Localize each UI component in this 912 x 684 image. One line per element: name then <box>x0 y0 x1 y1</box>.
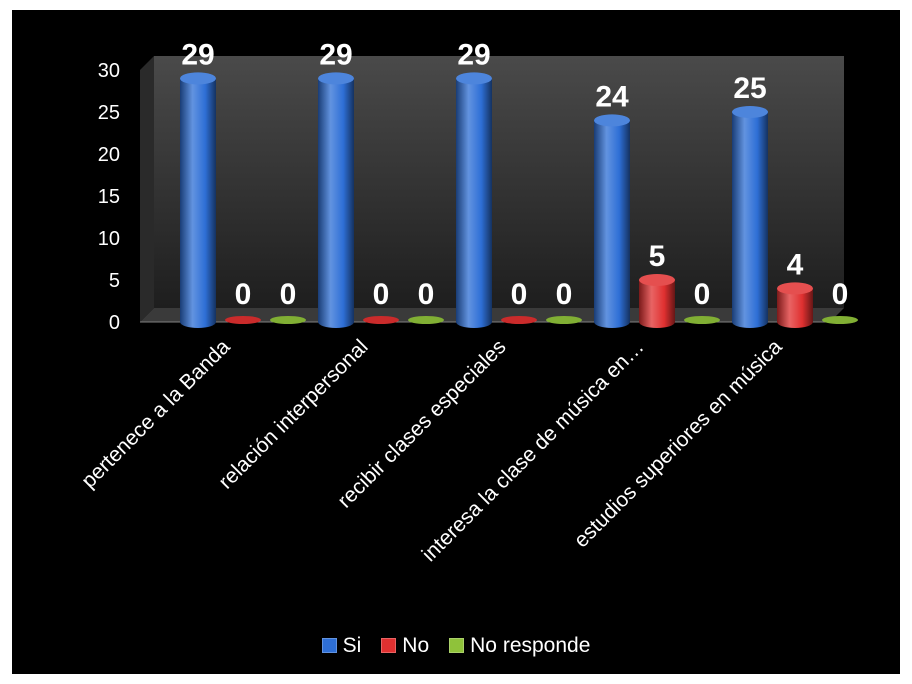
bar-cap <box>732 106 768 118</box>
bar-body <box>180 78 216 329</box>
legend-label: Si <box>342 634 362 657</box>
data-label: 0 <box>373 278 390 311</box>
legend-item: Si <box>321 634 362 658</box>
bar <box>732 106 768 328</box>
bar-cap <box>594 114 630 127</box>
y-tick-label: 0 <box>109 312 120 334</box>
bar <box>777 282 813 328</box>
data-label: 0 <box>832 278 849 311</box>
legend-swatch <box>381 638 397 653</box>
bar-body <box>456 78 492 329</box>
bar-cap <box>684 316 720 324</box>
bar <box>456 72 492 329</box>
bar-cap <box>270 316 306 324</box>
bar-cap <box>408 316 444 324</box>
data-label: 5 <box>649 240 666 273</box>
bar <box>684 316 720 324</box>
bar <box>225 316 261 324</box>
y-tick-label: 10 <box>98 228 120 250</box>
bar-body <box>639 280 675 328</box>
legend-item: No <box>381 634 429 658</box>
y-tick-label: 25 <box>98 102 120 124</box>
chart-frame: 0 5 10 15 20 25 30 29 0 0 29 0 0 29 0 0 24 5 0 25 4 0 perten… <box>12 10 900 674</box>
y-tick-label: 15 <box>98 186 120 208</box>
bar-cap <box>225 316 261 324</box>
data-label: 29 <box>319 38 352 71</box>
bar-cap <box>501 316 537 324</box>
bar-cap <box>363 316 399 324</box>
data-label: 25 <box>733 72 766 105</box>
data-label: 29 <box>457 38 490 71</box>
bar-cap <box>777 282 813 295</box>
data-label: 0 <box>235 278 252 311</box>
bar <box>180 72 216 329</box>
bar-body <box>777 288 813 328</box>
bar-body <box>318 78 354 329</box>
data-label: 24 <box>595 80 629 113</box>
y-tick-label: 30 <box>98 60 120 82</box>
bar-cap <box>546 316 582 324</box>
bar <box>639 274 675 328</box>
legend-label: No responde <box>470 634 591 657</box>
x-tick-label: relación interpersonal <box>214 335 372 493</box>
data-label: 29 <box>181 38 214 71</box>
bar-cap <box>180 72 216 85</box>
x-tick-label: interesa la clase de música en… <box>418 335 649 566</box>
data-label: 4 <box>787 248 804 281</box>
x-tick-label: pertenece a la Banda <box>77 335 235 493</box>
bar <box>318 72 354 329</box>
bar-cap <box>822 316 858 324</box>
bar-cap <box>456 72 492 85</box>
legend-swatch <box>321 638 337 653</box>
y-tick-label: 20 <box>98 144 120 166</box>
legend: Si No No responde <box>12 634 900 658</box>
bar <box>501 316 537 324</box>
bar <box>270 316 306 324</box>
bar <box>546 316 582 324</box>
data-label: 0 <box>280 278 297 311</box>
legend-label: No <box>402 634 430 657</box>
bar-body <box>732 112 768 328</box>
y-axis: 0 5 10 15 20 25 30 <box>98 60 120 334</box>
data-label: 0 <box>511 278 528 311</box>
bar-cap <box>318 72 354 85</box>
legend-swatch <box>449 638 465 653</box>
bar <box>408 316 444 324</box>
data-label: 0 <box>556 278 573 311</box>
bar <box>594 114 630 329</box>
data-label: 0 <box>418 278 435 311</box>
bar-body <box>594 120 630 329</box>
legend-item: No responde <box>449 634 590 658</box>
data-label: 0 <box>694 278 711 311</box>
bars <box>180 72 858 329</box>
y-tick-label: 5 <box>109 270 120 292</box>
side-wall <box>140 56 154 322</box>
bar <box>363 316 399 324</box>
bar <box>822 316 858 324</box>
bar-cap <box>639 274 675 286</box>
